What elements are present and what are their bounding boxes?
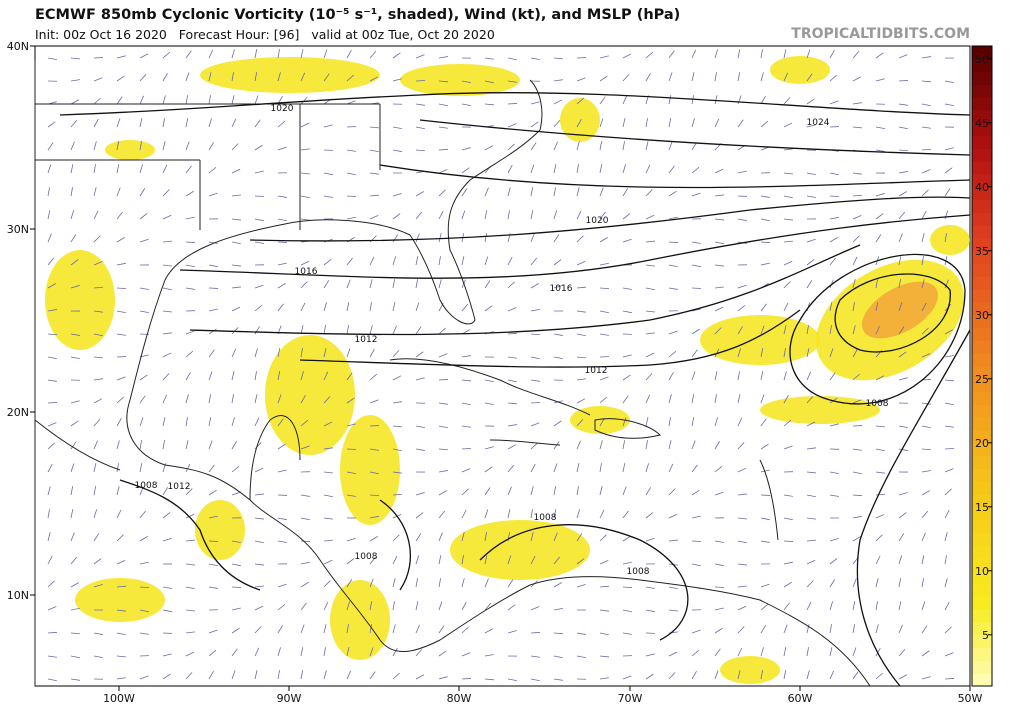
title: ECMWF 850mb Cyclonic Vorticity (10⁻⁵ s⁻¹… bbox=[35, 7, 680, 23]
colorbar-segment bbox=[972, 520, 992, 533]
lon-label: 90W bbox=[277, 692, 302, 705]
colorbar-segment bbox=[972, 353, 992, 366]
wind-barb bbox=[508, 103, 517, 104]
colorbar-label: 5 bbox=[982, 629, 989, 642]
lon-label: 80W bbox=[447, 692, 472, 705]
brand: TROPICALTIDBITS.COM bbox=[791, 26, 970, 42]
colorbar-segment bbox=[972, 200, 992, 213]
isobar-label: 1012 bbox=[168, 482, 191, 492]
wind-barb bbox=[278, 242, 287, 243]
isobar-label: 1008 bbox=[627, 567, 650, 577]
colorbar-label: 15 bbox=[975, 501, 989, 514]
wind-barb bbox=[209, 541, 218, 542]
colorbar-segment bbox=[972, 609, 992, 622]
colorbar-segment bbox=[972, 584, 992, 597]
colorbar-segment bbox=[972, 264, 992, 277]
colorbar-segment bbox=[972, 225, 992, 238]
isobar-label: 1020 bbox=[586, 216, 609, 226]
wind-barb bbox=[462, 678, 471, 679]
colorbar-label: 40 bbox=[975, 181, 989, 194]
lat-label: 30N bbox=[7, 223, 29, 236]
colorbar-segment bbox=[972, 660, 992, 673]
colorbar-segment bbox=[972, 404, 992, 417]
colorbar-segment bbox=[972, 545, 992, 558]
lat-label: 40N bbox=[7, 40, 29, 53]
colorbar-label: 50 bbox=[975, 53, 989, 66]
wind-barb bbox=[669, 242, 678, 243]
lat-label: 20N bbox=[7, 406, 29, 419]
colorbar-label: 25 bbox=[975, 373, 989, 386]
colorbar: 5 10 15 20 25 30 35 40 45 50 bbox=[972, 46, 992, 687]
colorbar-segment bbox=[972, 673, 992, 686]
colorbar-segment bbox=[972, 417, 992, 430]
isobar-label: 1008 bbox=[534, 513, 557, 523]
colorbar-segment bbox=[972, 148, 992, 161]
wind-barb bbox=[416, 80, 425, 81]
wind-barb bbox=[899, 80, 908, 81]
colorbar-segment bbox=[972, 340, 992, 353]
wind-barb bbox=[301, 541, 310, 542]
colorbar-segment bbox=[972, 136, 992, 149]
isobar-label: 1024 bbox=[807, 118, 830, 128]
lon-label: 100W bbox=[103, 692, 135, 705]
isobar-label: 1012 bbox=[585, 366, 608, 376]
colorbar-segment bbox=[972, 161, 992, 174]
colorbar-label: 30 bbox=[975, 309, 989, 322]
colorbar-segment bbox=[972, 468, 992, 481]
isobar-label: 1008 bbox=[866, 399, 889, 409]
lon-label: 70W bbox=[618, 692, 643, 705]
colorbar-label: 45 bbox=[975, 117, 989, 130]
colorbar-segment bbox=[972, 392, 992, 405]
lon-label: 60W bbox=[788, 692, 813, 705]
colorbar-segment bbox=[972, 456, 992, 469]
colorbar-label: 35 bbox=[975, 245, 989, 258]
colorbar-segment bbox=[972, 596, 992, 609]
colorbar-label: 20 bbox=[975, 437, 989, 450]
wind-barb bbox=[186, 242, 195, 243]
colorbar-segment bbox=[972, 648, 992, 661]
isobar-label: 1012 bbox=[355, 335, 378, 345]
wind-barb bbox=[531, 402, 540, 403]
colorbar-segment bbox=[972, 276, 992, 289]
wind-barb bbox=[439, 379, 448, 380]
colorbar-segment bbox=[972, 328, 992, 341]
subtitle: Init: 00z Oct 16 2020 Forecast Hour: [96… bbox=[35, 27, 495, 42]
colorbar-segment bbox=[972, 481, 992, 494]
isobar-label: 1008 bbox=[355, 552, 378, 562]
isobar-label: 1016 bbox=[550, 284, 573, 294]
isobar-label: 1016 bbox=[295, 267, 318, 277]
colorbar-segment bbox=[972, 212, 992, 225]
isobar-label: 1008 bbox=[135, 481, 158, 491]
isobar-label: 1020 bbox=[271, 104, 294, 114]
wind-barb bbox=[692, 541, 701, 542]
lon-label: 50W bbox=[958, 692, 983, 705]
colorbar-segment bbox=[972, 97, 992, 110]
colorbar-segment bbox=[972, 532, 992, 545]
lat-label: 10N bbox=[7, 589, 29, 602]
colorbar-label: 10 bbox=[975, 565, 989, 578]
colorbar-segment bbox=[972, 289, 992, 302]
wind-barb bbox=[48, 402, 57, 403]
colorbar-segment bbox=[972, 84, 992, 97]
colorbar-segment bbox=[972, 72, 992, 85]
wind-barb bbox=[761, 242, 770, 243]
